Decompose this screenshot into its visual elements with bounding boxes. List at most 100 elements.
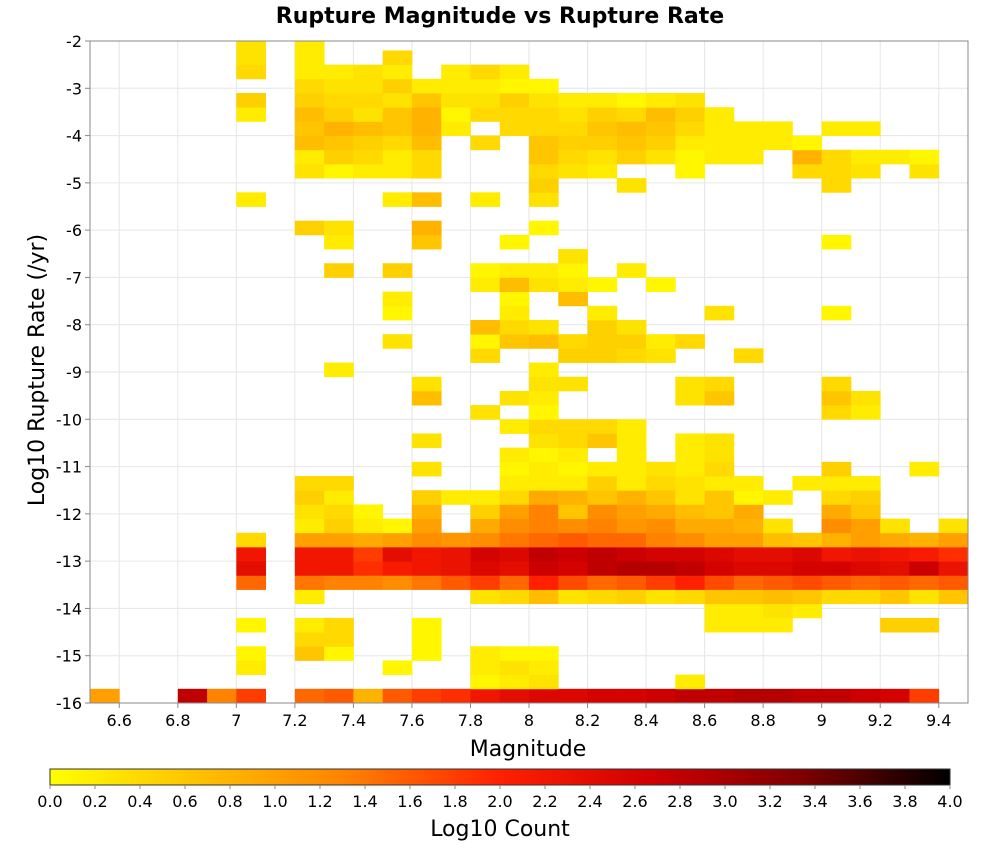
heatmap-cell bbox=[529, 263, 559, 278]
heatmap-cell bbox=[821, 532, 852, 548]
heatmap-cell bbox=[558, 546, 588, 562]
heatmap-cell bbox=[529, 220, 559, 236]
heatmap-cell bbox=[587, 504, 618, 519]
heatmap-cell bbox=[704, 589, 735, 605]
heatmap-cell bbox=[616, 433, 647, 449]
heatmap-cell bbox=[411, 575, 442, 590]
heatmap-cell bbox=[529, 561, 559, 576]
heatmap-cell bbox=[353, 107, 384, 122]
heatmap-cell bbox=[880, 575, 910, 590]
heatmap-cell bbox=[558, 348, 588, 363]
colorbar-ticks: 0.0 0.2 0.4 0.6 0.8 1.0 1.2 1.4 1.6 1.8 2.0 2.2 2.4 2… bbox=[37, 785, 963, 811]
heatmap-cell bbox=[411, 461, 442, 477]
heatmap-cell bbox=[499, 447, 530, 463]
heatmap-cell bbox=[529, 504, 559, 519]
x-tick-label: 8.4 bbox=[633, 711, 658, 730]
heatmap-cell bbox=[441, 490, 471, 505]
heatmap-cell bbox=[470, 589, 501, 605]
y-tick-label: -8 bbox=[66, 316, 82, 335]
heatmap-cell bbox=[353, 163, 384, 179]
x-tick-label: 8.6 bbox=[692, 711, 717, 730]
heatmap-cell bbox=[821, 561, 852, 576]
heatmap-cell bbox=[499, 575, 530, 590]
heatmap-cell bbox=[763, 532, 793, 548]
heatmap-cell bbox=[529, 575, 559, 590]
heatmap-cell bbox=[236, 93, 266, 108]
heatmap-cell bbox=[294, 135, 325, 151]
heatmap-cell bbox=[850, 121, 881, 136]
heatmap-cell bbox=[382, 78, 413, 94]
heatmap-cell bbox=[382, 561, 413, 576]
heatmap-cell bbox=[909, 688, 940, 704]
heatmap-cell bbox=[616, 504, 647, 519]
heatmap-cell bbox=[499, 504, 530, 519]
heatmap-cell bbox=[353, 518, 384, 534]
heatmap-cell bbox=[821, 476, 852, 491]
heatmap-cell bbox=[441, 575, 471, 590]
heatmap-cell bbox=[207, 688, 237, 704]
heatmap-cell bbox=[441, 532, 471, 548]
heatmap-cell bbox=[646, 476, 676, 491]
y-tick-label: -12 bbox=[56, 505, 82, 524]
heatmap-cell bbox=[324, 546, 354, 562]
heatmap-cell bbox=[616, 149, 647, 165]
heatmap-cell bbox=[675, 390, 705, 406]
x-tick-label: 8.8 bbox=[750, 711, 775, 730]
heatmap-cell bbox=[499, 546, 530, 562]
heatmap-cell bbox=[382, 163, 413, 179]
heatmap-cell bbox=[353, 121, 384, 136]
heatmap-cell bbox=[821, 688, 852, 704]
heatmap-cell bbox=[382, 688, 413, 704]
heatmap-cell bbox=[294, 41, 325, 51]
heatmap-cell bbox=[646, 135, 676, 151]
heatmap-cell bbox=[880, 589, 910, 605]
heatmap-cell bbox=[646, 575, 676, 590]
heatmap-cell bbox=[470, 334, 501, 349]
heatmap-cell bbox=[792, 163, 823, 179]
heatmap-cell bbox=[646, 121, 676, 136]
heatmap-cell bbox=[236, 561, 266, 576]
heatmap-cell bbox=[850, 518, 881, 534]
heatmap-cell bbox=[470, 135, 501, 151]
heatmap-cell bbox=[324, 135, 354, 151]
heatmap-cell bbox=[763, 518, 793, 534]
heatmap-cell bbox=[646, 348, 676, 363]
heatmap-cell bbox=[616, 121, 647, 136]
heatmap-cell bbox=[646, 93, 676, 108]
colorbar-tick-label: 1.8 bbox=[442, 792, 467, 811]
heatmap-cell bbox=[704, 121, 735, 136]
heatmap-cell bbox=[558, 433, 588, 449]
heatmap-cell bbox=[558, 121, 588, 136]
heatmap-cell bbox=[792, 135, 823, 151]
heatmap-cell bbox=[587, 107, 618, 122]
heatmap-cell bbox=[411, 149, 442, 165]
heatmap-cell bbox=[499, 107, 530, 122]
heatmap-cell bbox=[821, 163, 852, 179]
heatmap-cell bbox=[587, 518, 618, 534]
heatmap-cell bbox=[616, 532, 647, 548]
heatmap-cell bbox=[236, 532, 266, 548]
heatmap-cell bbox=[733, 532, 764, 548]
heatmap-cell bbox=[616, 561, 647, 576]
heatmap-cell bbox=[558, 688, 588, 704]
x-tick-label: 9.2 bbox=[867, 711, 892, 730]
heatmap-cell bbox=[324, 64, 354, 80]
heatmap-cell bbox=[529, 674, 559, 690]
heatmap-cell bbox=[792, 603, 823, 619]
y-axis-ticks: -2 -3 -4 -5 -6 -7 -8 -9 -10 -11 -12 -13 -14 -15 -16 bbox=[56, 32, 90, 713]
heatmap-cell bbox=[938, 589, 969, 605]
heatmap-cell bbox=[646, 532, 676, 548]
heatmap-cell bbox=[411, 490, 442, 505]
heatmap-cell bbox=[646, 277, 676, 293]
heatmap-cell bbox=[763, 135, 793, 151]
heatmap-cell bbox=[558, 149, 588, 165]
heatmap-cell bbox=[558, 461, 588, 477]
heatmap-cell bbox=[675, 674, 705, 690]
colorbar-label: Log10 Count bbox=[430, 817, 570, 842]
heatmap-cell bbox=[675, 334, 705, 349]
y-tick-label: -4 bbox=[66, 127, 82, 146]
x-tick-label: 9.4 bbox=[926, 711, 951, 730]
heatmap-cell bbox=[675, 688, 705, 704]
heatmap-cell bbox=[411, 390, 442, 406]
heatmap-cell bbox=[616, 476, 647, 491]
